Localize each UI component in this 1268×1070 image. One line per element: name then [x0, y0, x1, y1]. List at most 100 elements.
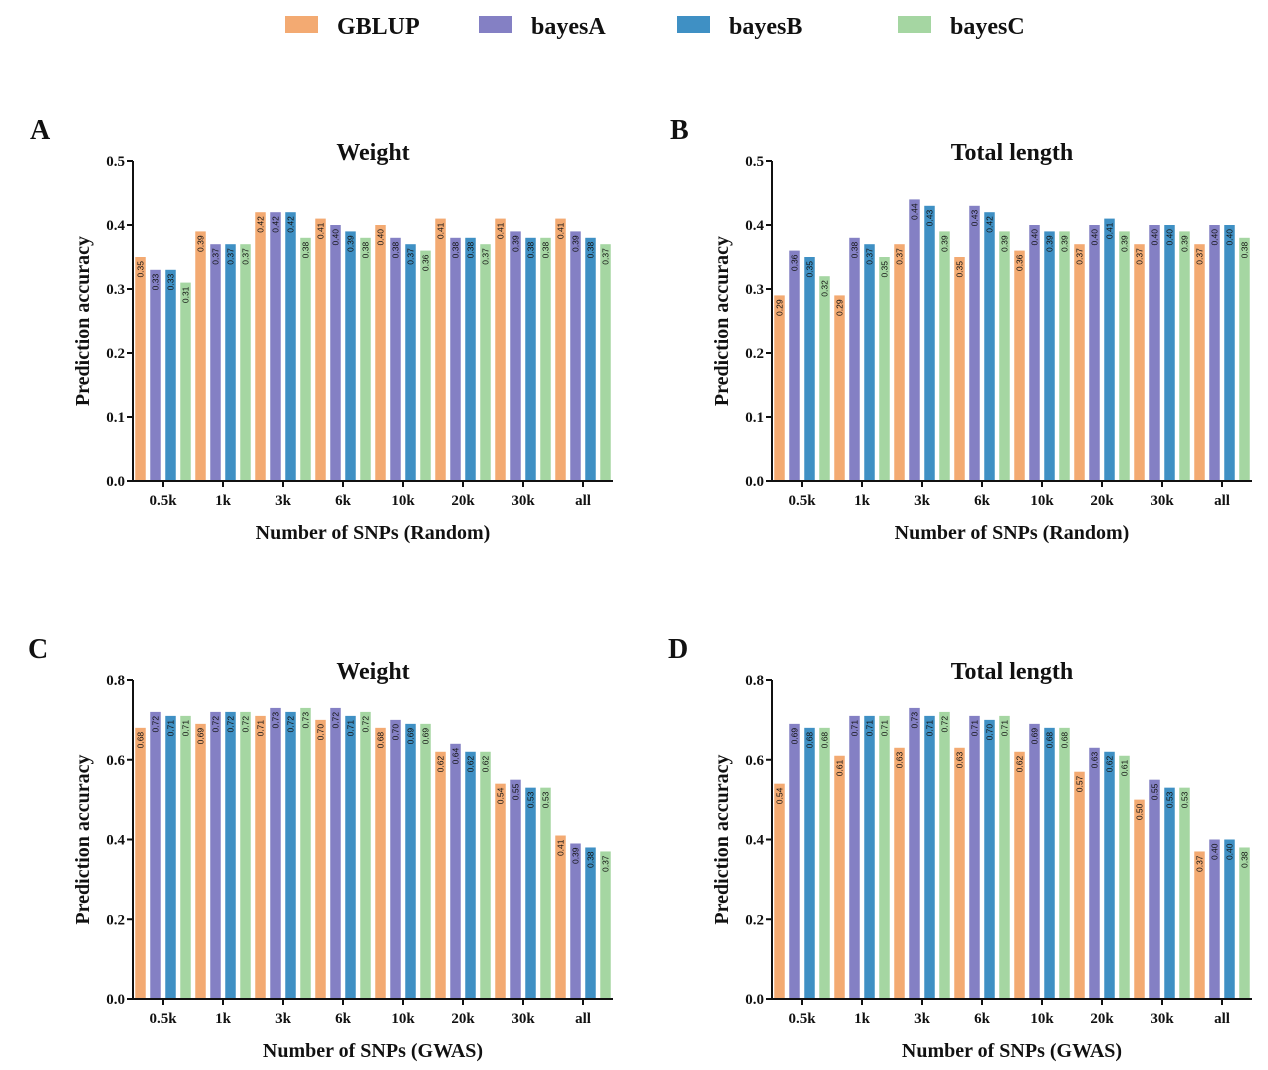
data-label: 0.36	[790, 254, 800, 271]
panel-letter: B	[670, 115, 689, 146]
data-label: 0.63	[1090, 752, 1100, 769]
bar-gblup-1k	[195, 231, 206, 481]
x-tick-label: 20k	[451, 493, 475, 509]
bar-bayesb-20k	[1104, 218, 1115, 481]
data-label: 0.62	[1015, 756, 1025, 773]
bar-bayesa-20k	[450, 743, 461, 999]
bar-gblup-1k	[834, 295, 845, 481]
bar-bayesa-30k	[1149, 225, 1160, 481]
bar-gblup-30k	[495, 218, 506, 481]
data-label: 0.41	[556, 839, 566, 856]
y-tick-label: 0.8	[106, 673, 125, 689]
data-label: 0.68	[1045, 732, 1055, 749]
data-label: 0.36	[1015, 254, 1025, 271]
data-label: 0.73	[910, 712, 920, 729]
bar-bayesa-30k	[510, 231, 521, 481]
data-label: 0.39	[571, 235, 581, 252]
data-label: 0.57	[1075, 775, 1085, 792]
data-label: 0.68	[820, 732, 830, 749]
data-label: 0.38	[1240, 851, 1250, 868]
bar-bayesc-6k	[999, 231, 1010, 481]
bar-bayesb-30k	[525, 787, 536, 999]
data-label: 0.62	[1105, 756, 1115, 773]
bar-bayesc-all	[1239, 847, 1250, 999]
bar-bayesa-all	[1209, 225, 1220, 481]
y-tick-label: 0.5	[745, 154, 764, 170]
x-tick-label: all	[1214, 493, 1230, 509]
x-tick-label: 0.5k	[149, 493, 177, 509]
x-tick-label: 3k	[275, 1011, 292, 1027]
y-tick-label: 0.0	[106, 474, 125, 490]
bar-bayesc-0-5k	[180, 715, 191, 999]
bar-bayesc-20k	[1119, 231, 1130, 481]
data-label: 0.68	[376, 732, 386, 749]
x-axis-label: Number of SNPs (GWAS)	[263, 1040, 483, 1062]
x-tick-label: 30k	[1150, 493, 1174, 509]
bar-gblup-10k	[1014, 751, 1025, 999]
x-tick-label: 20k	[451, 1011, 475, 1027]
x-tick-label: 30k	[511, 1011, 535, 1027]
y-axis-label: Prediction accuracy	[711, 754, 733, 924]
bar-gblup-all	[1194, 244, 1205, 481]
data-label: 0.69	[421, 728, 431, 745]
bar-bayesb-1k	[864, 715, 875, 999]
data-label: 0.37	[211, 248, 221, 265]
data-label: 0.72	[151, 716, 161, 733]
chart-title: Total length	[951, 659, 1073, 685]
data-label: 0.33	[151, 274, 161, 291]
bar-bayesc-3k	[300, 707, 311, 999]
data-label: 0.41	[496, 222, 506, 239]
data-label: 0.71	[850, 720, 860, 737]
bar-bayesa-6k	[330, 225, 341, 481]
data-label: 0.43	[925, 210, 935, 227]
data-label: 0.39	[940, 235, 950, 252]
bar-gblup-all	[555, 218, 566, 481]
x-tick-label: 10k	[1030, 493, 1054, 509]
bar-bayesc-3k	[939, 231, 950, 481]
data-label: 0.40	[1090, 229, 1100, 246]
bar-bayesb-0-5k	[804, 257, 815, 481]
x-tick-label: 3k	[275, 493, 292, 509]
data-label: 0.35	[955, 261, 965, 278]
bar-bayesb-10k	[1044, 727, 1055, 999]
data-label: 0.38	[451, 242, 461, 259]
bar-bayesc-10k	[1059, 727, 1070, 999]
data-label: 0.37	[1075, 248, 1085, 265]
bar-bayesa-10k	[390, 719, 401, 999]
data-label: 0.39	[511, 235, 521, 252]
bar-bayesb-30k	[1164, 225, 1175, 481]
panel-letter: D	[668, 634, 688, 665]
legend-label-bayesb: bayesB	[729, 14, 802, 40]
bar-bayesc-1k	[240, 244, 251, 481]
data-label: 0.72	[226, 716, 236, 733]
bar-bayesb-6k	[345, 715, 356, 999]
bar-bayesc-1k	[879, 715, 890, 999]
data-label: 0.40	[1225, 843, 1235, 860]
bar-gblup-6k	[315, 218, 326, 481]
bar-gblup-30k	[1134, 244, 1145, 481]
data-label: 0.68	[805, 732, 815, 749]
bar-bayesa-6k	[969, 715, 980, 999]
data-label: 0.41	[556, 222, 566, 239]
bar-bayesb-all	[1224, 839, 1235, 999]
bar-gblup-3k	[255, 715, 266, 999]
y-tick-label: 0.2	[745, 346, 764, 362]
data-label: 0.71	[880, 720, 890, 737]
legend-label-bayesa: bayesA	[531, 14, 606, 40]
legend: GBLUP bayesA bayesB bayesC	[285, 14, 1025, 40]
x-tick-label: 20k	[1090, 493, 1114, 509]
data-label: 0.40	[331, 229, 341, 246]
data-label: 0.39	[1060, 235, 1070, 252]
x-tick-label: 3k	[914, 1011, 931, 1027]
data-label: 0.42	[256, 216, 266, 233]
y-tick-label: 0.1	[106, 410, 125, 426]
data-label: 0.40	[376, 229, 386, 246]
data-label: 0.72	[241, 716, 251, 733]
data-label: 0.43	[970, 210, 980, 227]
bar-gblup-20k	[435, 751, 446, 999]
bar-gblup-6k	[315, 719, 326, 999]
x-tick-label: all	[575, 493, 591, 509]
data-label: 0.35	[136, 261, 146, 278]
y-tick-label: 0.4	[745, 218, 764, 234]
